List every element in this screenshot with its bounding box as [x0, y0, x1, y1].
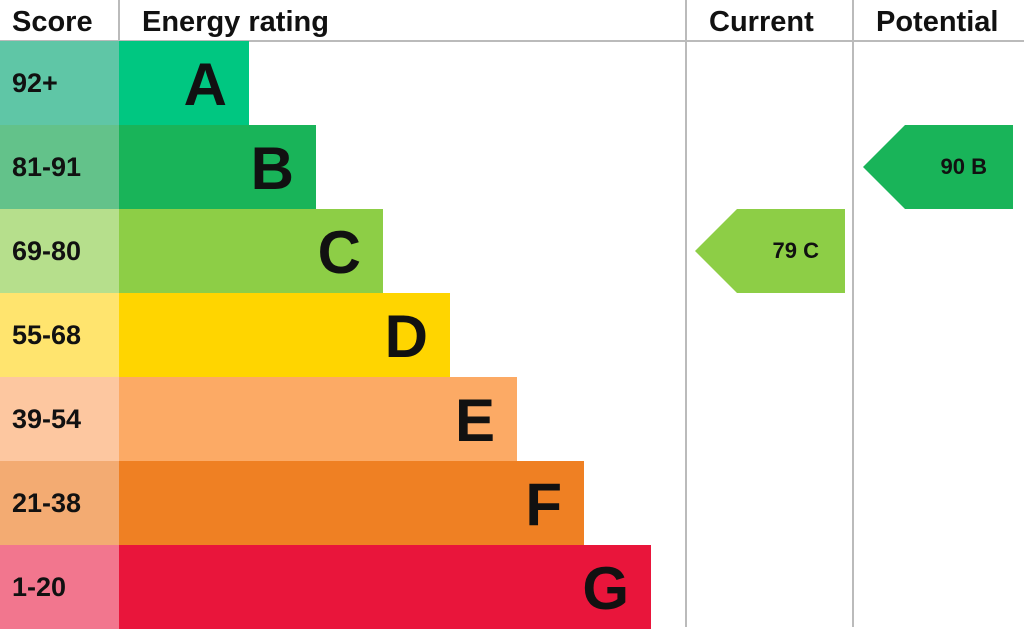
potential-header: Potential: [876, 6, 999, 38]
potential-arrow-shape: [863, 125, 1013, 209]
current-rating-arrow: 79 C: [695, 209, 845, 293]
current-divider: [685, 0, 687, 627]
score-divider: [118, 0, 120, 40]
band-bar-c: C: [119, 209, 383, 293]
score-range-d: 55-68: [0, 293, 119, 377]
potential-rating-arrow: 90 B: [863, 125, 1013, 209]
score-range-f: 21-38: [0, 461, 119, 545]
band-bar-a: A: [119, 41, 249, 125]
score-range-a: 92+: [0, 41, 119, 125]
band-bar-b: B: [119, 125, 316, 209]
potential-rating-label: 90 B: [940, 154, 987, 179]
score-header: Score: [12, 6, 93, 38]
score-range-b: 81-91: [0, 125, 119, 209]
band-bar-d: D: [119, 293, 450, 377]
score-range-g: 1-20: [0, 545, 119, 629]
energy-rating-header: Energy rating: [142, 6, 329, 38]
band-bar-e: E: [119, 377, 517, 461]
band-bar-f: F: [119, 461, 584, 545]
current-header: Current: [709, 6, 814, 38]
potential-divider: [852, 0, 854, 627]
current-rating-label: 79 C: [772, 238, 819, 263]
band-bar-g: G: [119, 545, 651, 629]
current-arrow-shape: [695, 209, 845, 293]
header-divider: [0, 40, 1024, 42]
score-range-e: 39-54: [0, 377, 119, 461]
score-range-c: 69-80: [0, 209, 119, 293]
